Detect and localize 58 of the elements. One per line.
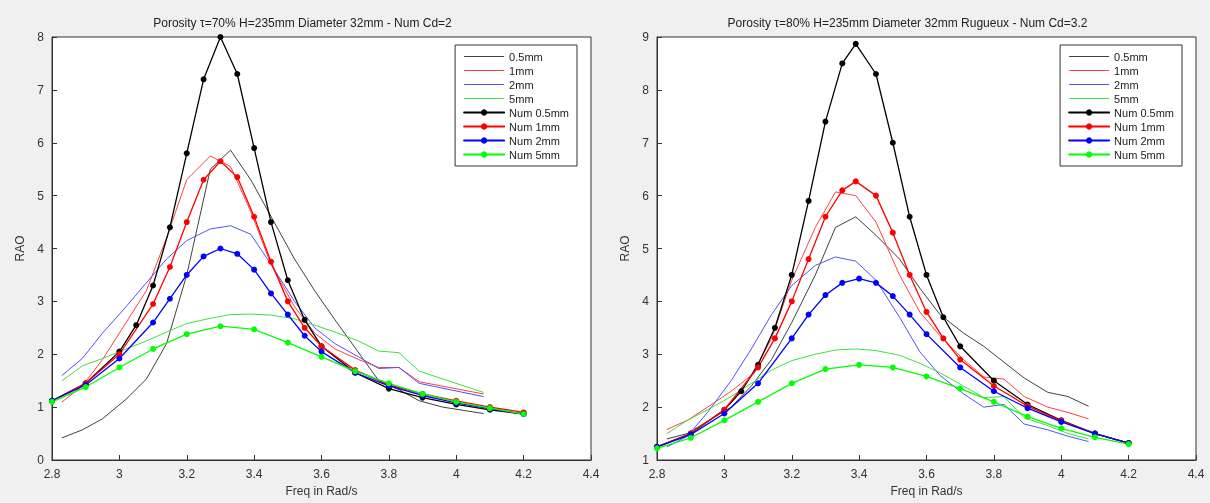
legend-label: Num 2mm — [509, 134, 560, 147]
y-tick-label: 3 — [37, 294, 45, 309]
x-tick-label: 3.2 — [783, 467, 801, 481]
legend-label: Num 1mm — [509, 120, 560, 133]
y-tick-label: 7 — [37, 82, 45, 97]
legend-label: Num 2mm — [1114, 134, 1165, 147]
legend-label: Num 0.5mm — [1114, 106, 1175, 119]
legend-label: 5mm — [509, 92, 534, 105]
x-tick-label: 2.8 — [648, 467, 666, 481]
y-tick-label: 2 — [642, 400, 650, 415]
legend-label: 1mm — [1114, 64, 1139, 77]
legend-label: Num 1mm — [1114, 120, 1165, 133]
x-axis-title: Freq in Rad/s — [285, 483, 358, 498]
x-axis-title: Freq in Rad/s — [890, 483, 963, 498]
legend-label: 2mm — [509, 78, 534, 91]
chart-title: Porosity τ=70% H=235mm Diameter 32mm - Num Cd=2 — [153, 16, 453, 30]
y-tick-label: 9 — [642, 30, 650, 44]
y-tick-label: 3 — [642, 347, 650, 362]
legend-label: 1mm — [509, 64, 534, 77]
x-tick-label: 3.4 — [850, 467, 868, 481]
y-tick-label: 6 — [642, 188, 650, 203]
x-tick-label: 4.4 — [1187, 467, 1205, 481]
y-tick-label: 8 — [37, 30, 45, 44]
y-tick-label: 7 — [642, 135, 650, 150]
x-tick-label: 3.8 — [985, 467, 1003, 481]
x-tick-label: 4.4 — [582, 467, 600, 481]
x-tick-label: 4.2 — [1120, 467, 1138, 481]
legend-label: 5mm — [1114, 92, 1139, 105]
y-tick-label: 8 — [642, 82, 650, 97]
y-axis-title: RAO — [618, 235, 632, 262]
y-tick-label: 4 — [37, 241, 45, 256]
x-tick-label: 3.4 — [245, 467, 263, 481]
y-tick-label: 5 — [37, 188, 45, 203]
legend-label: Num 5mm — [509, 148, 560, 161]
y-tick-label: 4 — [642, 294, 650, 309]
x-tick-label: 3.2 — [178, 467, 196, 481]
legend-label: 2mm — [1114, 78, 1139, 91]
x-tick-label: 3 — [116, 467, 124, 481]
legend-label: Num 5mm — [1114, 148, 1165, 161]
legend-label: Num 0.5mm — [509, 106, 570, 119]
x-tick-label: 3.6 — [918, 467, 936, 481]
legend-label: 0.5mm — [1114, 50, 1148, 63]
y-tick-label: 2 — [37, 347, 45, 362]
x-tick-label: 4 — [452, 467, 460, 481]
x-tick-label: 3.8 — [380, 467, 398, 481]
x-tick-label: 4.2 — [515, 467, 533, 481]
legend-label: 0.5mm — [509, 50, 543, 63]
y-tick-label: 0 — [37, 453, 45, 467]
y-tick-label: 5 — [642, 241, 650, 256]
x-tick-label: 3 — [721, 467, 729, 481]
y-tick-label: 1 — [642, 453, 650, 467]
x-tick-label: 2.8 — [43, 467, 61, 481]
y-axis-title: RAO — [13, 235, 27, 262]
chart-title: Porosity τ=80% H=235mm Diameter 32mm Rugueux - Num Cd=3.2 — [727, 16, 1088, 30]
x-tick-label: 3.6 — [313, 467, 331, 481]
y-tick-label: 1 — [37, 400, 45, 415]
x-tick-label: 4 — [1057, 467, 1065, 481]
y-tick-label: 6 — [37, 135, 45, 150]
